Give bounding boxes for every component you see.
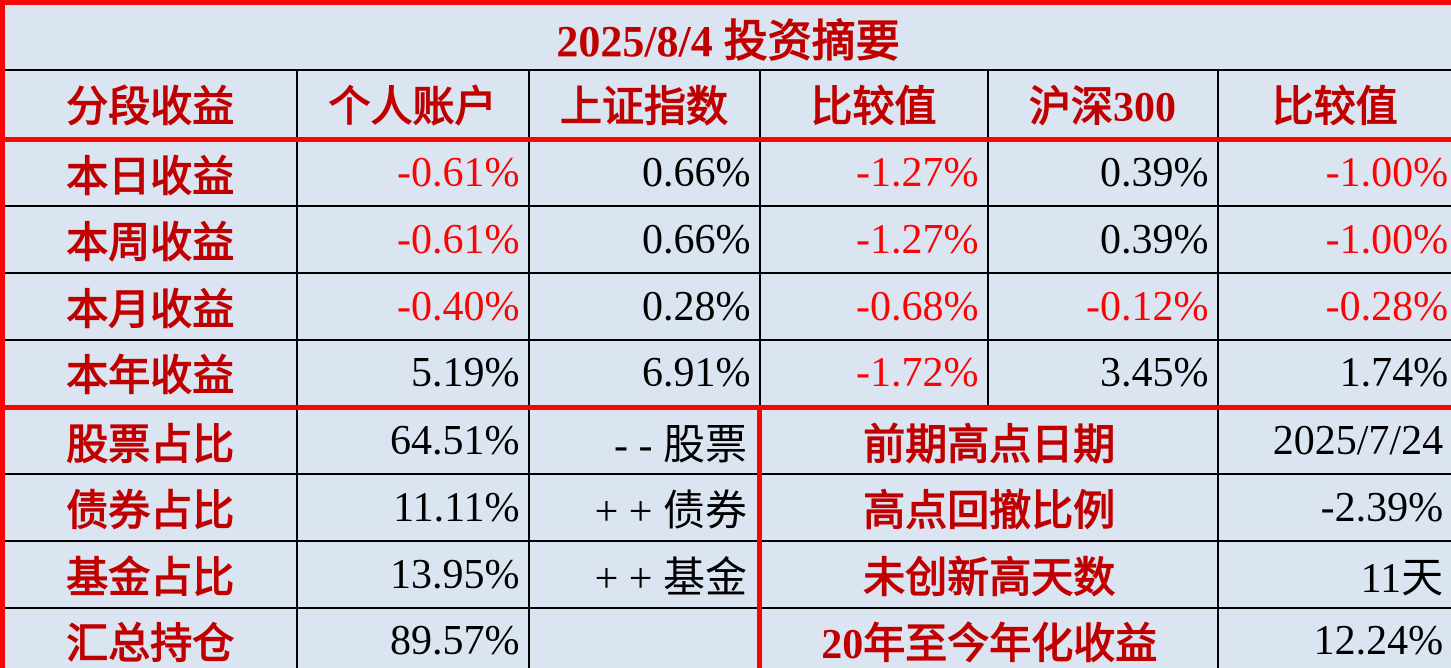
header-compare-value-1: 比较值 (758, 69, 989, 142)
daily-personal-value: -0.61% (295, 138, 530, 207)
label-annualized-return-since-2020: 20年至今年化收益 (758, 607, 1219, 668)
row-label-bond-allocation: 债券占比 (1, 473, 298, 542)
daily-compare2-value: -1.00% (1216, 138, 1451, 207)
header-personal-account: 个人账户 (295, 69, 530, 142)
table-row: 股票占比 64.51% - - 股票 前期高点日期 2025/7/24 (1, 406, 1451, 475)
monthly-compare2-value: -0.28% (1216, 272, 1451, 341)
stock-allocation-value: 64.51% (295, 406, 530, 475)
table-row: 汇总持仓 89.57% 20年至今年化收益 12.24% (1, 607, 1451, 668)
weekly-compare1-value: -1.27% (758, 205, 989, 274)
row-label-yearly-return: 本年收益 (1, 339, 298, 410)
monthly-csi300-value: -0.12% (986, 272, 1219, 341)
annualized-return-since-2020-value: 12.24% (1216, 607, 1451, 668)
monthly-personal-value: -0.40% (295, 272, 530, 341)
header-sse-index: 上证指数 (527, 69, 761, 142)
yearly-compare1-value: -1.72% (758, 339, 989, 410)
bond-allocation-note: + + 债券 (527, 473, 762, 542)
row-label-weekly-return: 本周收益 (1, 205, 298, 274)
row-label-stock-allocation: 股票占比 (1, 406, 298, 475)
yearly-compare2-value: 1.74% (1216, 339, 1451, 410)
days-without-new-high-value: 11天 (1216, 540, 1451, 609)
fund-allocation-note: + + 基金 (527, 540, 762, 609)
total-position-note (527, 607, 762, 668)
yearly-sse-value: 6.91% (527, 339, 761, 410)
row-label-total-position: 汇总持仓 (1, 607, 298, 668)
yearly-csi300-value: 3.45% (986, 339, 1219, 410)
total-position-value: 89.57% (295, 607, 530, 668)
yearly-personal-value: 5.19% (295, 339, 530, 410)
drawdown-from-high-value: -2.39% (1216, 473, 1451, 542)
bond-allocation-value: 11.11% (295, 473, 530, 542)
table-row: 本月收益 -0.40% 0.28% -0.68% -0.12% -0.28% (1, 272, 1451, 341)
header-segment-return: 分段收益 (1, 69, 298, 142)
row-label-fund-allocation: 基金占比 (1, 540, 298, 609)
previous-high-date-value: 2025/7/24 (1216, 406, 1451, 475)
weekly-csi300-value: 0.39% (986, 205, 1219, 274)
weekly-compare2-value: -1.00% (1216, 205, 1451, 274)
stock-allocation-note: - - 股票 (527, 406, 762, 475)
header-compare-value-2: 比较值 (1216, 69, 1451, 142)
header-csi300: 沪深300 (986, 69, 1219, 142)
label-drawdown-from-high: 高点回撤比例 (758, 473, 1219, 542)
label-days-without-new-high: 未创新高天数 (758, 540, 1219, 609)
table-row: 本年收益 5.19% 6.91% -1.72% 3.45% 1.74% (1, 339, 1451, 410)
weekly-personal-value: -0.61% (295, 205, 530, 274)
monthly-sse-value: 0.28% (527, 272, 761, 341)
daily-compare1-value: -1.27% (758, 138, 989, 207)
monthly-compare1-value: -0.68% (758, 272, 989, 341)
daily-sse-value: 0.66% (527, 138, 761, 207)
row-label-daily-return: 本日收益 (1, 138, 298, 207)
row-label-monthly-return: 本月收益 (1, 272, 298, 341)
table-title: 2025/8/4 投资摘要 (1, 1, 1451, 71)
label-previous-high-date: 前期高点日期 (758, 406, 1219, 475)
daily-csi300-value: 0.39% (986, 138, 1219, 207)
table-row: 债券占比 11.11% + + 债券 高点回撤比例 -2.39% (1, 473, 1451, 542)
table-row: 基金占比 13.95% + + 基金 未创新高天数 11天 (1, 540, 1451, 609)
fund-allocation-value: 13.95% (295, 540, 530, 609)
weekly-sse-value: 0.66% (527, 205, 761, 274)
table-row: 本周收益 -0.61% 0.66% -1.27% 0.39% -1.00% (1, 205, 1451, 274)
table-row: 本日收益 -0.61% 0.66% -1.27% 0.39% -1.00% (1, 138, 1451, 207)
